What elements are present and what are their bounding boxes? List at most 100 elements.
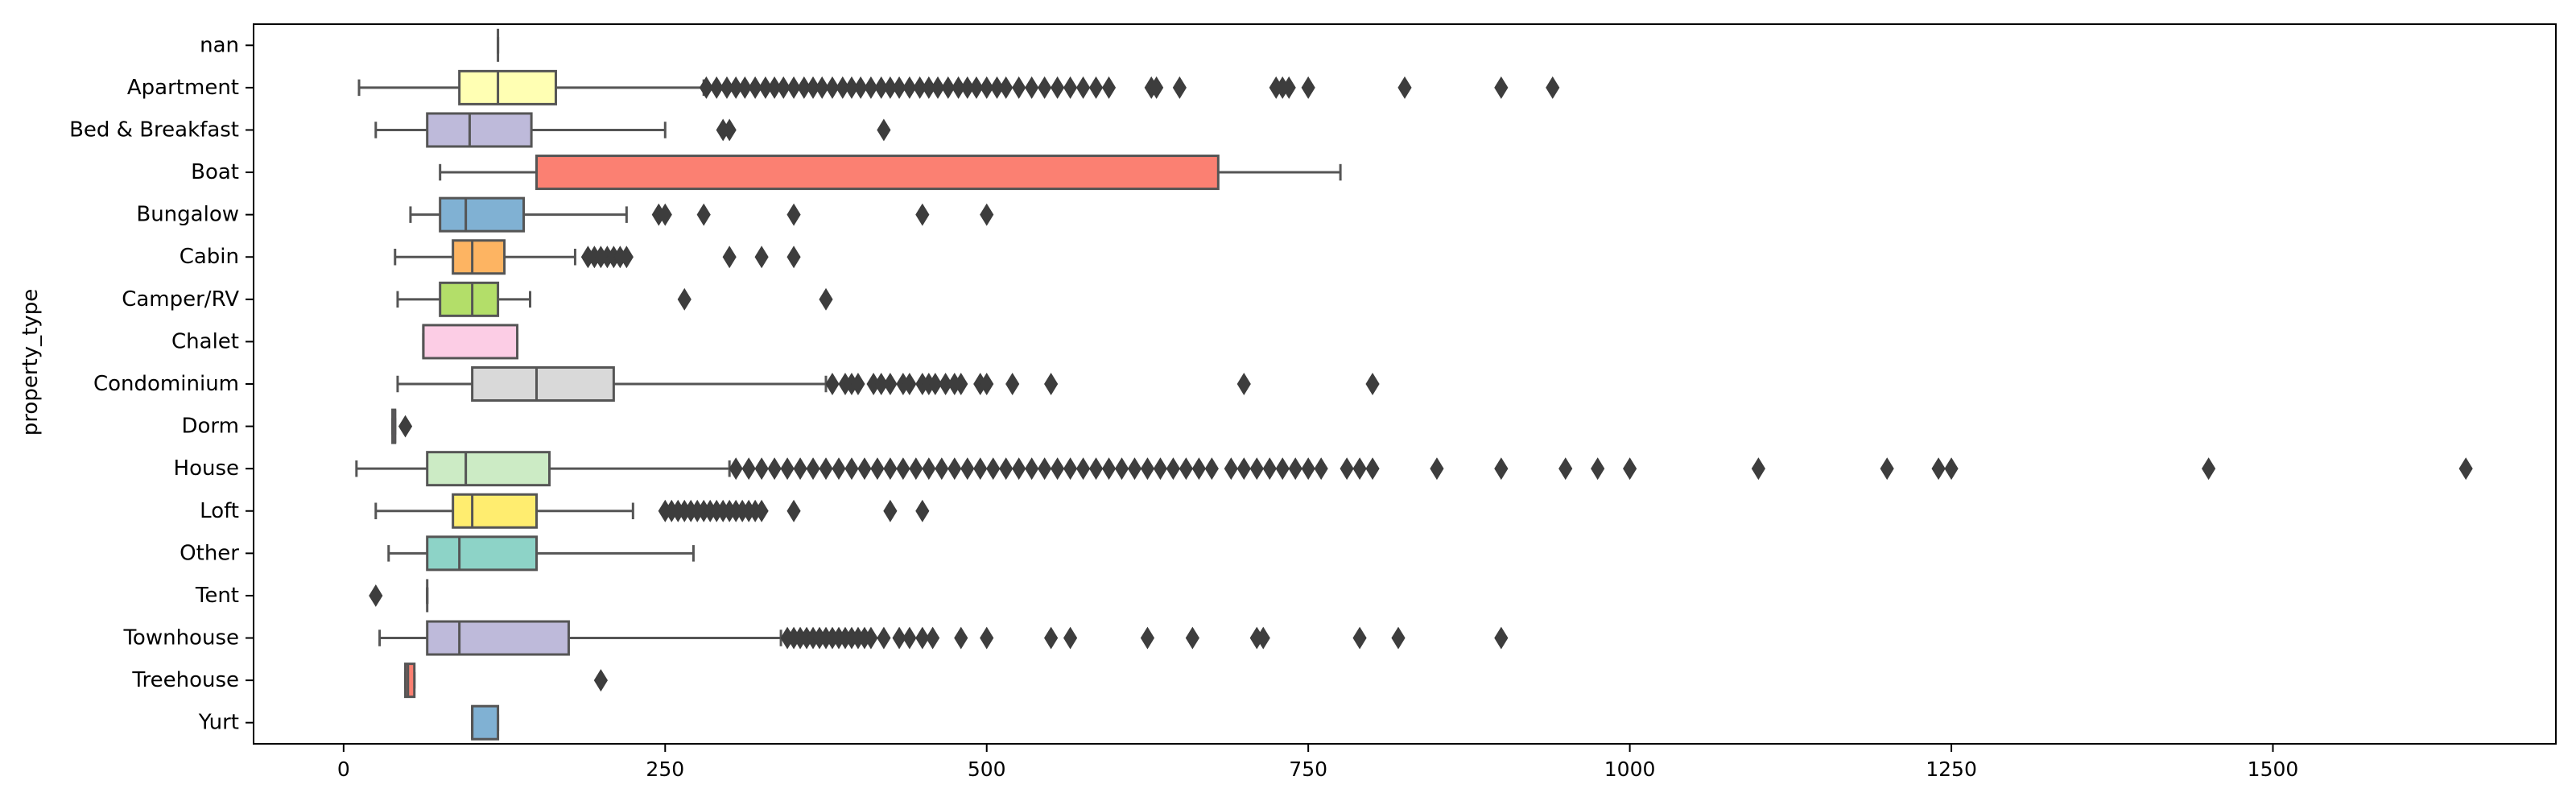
outlier-point (883, 499, 898, 522)
outlier-point (709, 76, 724, 99)
outlier-point (931, 76, 945, 99)
outlier-point (1025, 457, 1039, 481)
outlier-point (748, 76, 762, 99)
box-tent (369, 579, 429, 613)
y-axis: nan Apartment Bed & Breakfast Boat Bungalow C… (69, 33, 254, 735)
y-tick-label: Apartment (127, 76, 239, 100)
box-camper-rv (396, 281, 833, 317)
outlier-point (980, 203, 994, 226)
box-body (426, 620, 570, 656)
plot-frame (253, 23, 2557, 745)
outlier-point (960, 457, 975, 481)
outlier-point (737, 76, 752, 99)
outlier-point (1256, 626, 1270, 650)
outlier-point (1558, 457, 1573, 481)
outlier-point (754, 246, 769, 269)
outlier-point (902, 373, 917, 395)
outlier-point (1249, 457, 1264, 481)
plot-area (355, 28, 2473, 741)
outlier-point (1063, 457, 1078, 481)
outlier-point (1063, 76, 1078, 99)
x-tick-label: 250 (646, 758, 684, 781)
box-body (426, 535, 539, 572)
outlier-point (1365, 373, 1380, 395)
outlier-point (1044, 626, 1059, 650)
outlier-point (896, 457, 910, 481)
y-tick-label: Bed & Breakfast (69, 118, 239, 142)
outlier-point (1191, 457, 1206, 481)
outlier-point (922, 457, 936, 481)
outlier-point (815, 76, 829, 99)
outlier-point (928, 373, 943, 395)
outlier-point (722, 246, 737, 269)
outlier-point (1288, 457, 1302, 481)
box-body (471, 704, 500, 741)
outlier-point (1172, 76, 1187, 99)
outlier-point (722, 118, 737, 142)
outlier-point (1153, 457, 1168, 481)
outlier-point (1101, 457, 1117, 481)
outlier-point (973, 457, 988, 481)
outlier-point (935, 457, 949, 481)
y-tick-label: Chalet (171, 329, 239, 353)
box-body (404, 663, 416, 699)
outlier-point (1275, 457, 1290, 481)
outlier-point (864, 76, 878, 99)
outlier-point (1075, 76, 1091, 99)
outlier-point (741, 457, 756, 481)
outlier-point (786, 76, 801, 99)
outlier-point (1075, 457, 1091, 481)
outlier-point (999, 457, 1013, 481)
outlier-point (832, 457, 846, 481)
box-townhouse (378, 620, 1509, 656)
outlier-point (1391, 626, 1406, 650)
outlier-point (1262, 457, 1277, 481)
y-tick-label: Yurt (198, 711, 239, 735)
outlier-point (1397, 76, 1412, 99)
y-tick-label: Camper/RV (122, 287, 239, 312)
outlier-point (954, 626, 968, 650)
box-yurt (471, 704, 500, 741)
outlier-point (1944, 457, 1959, 481)
outlier-point (1038, 76, 1052, 99)
outlier-point (1623, 457, 1637, 481)
box-body (458, 69, 557, 105)
outlier-point (1430, 457, 1444, 481)
box-dorm (391, 408, 413, 444)
outlier-point (980, 76, 994, 99)
outlier-point (892, 76, 906, 99)
outlier-point (1880, 457, 1894, 481)
y-tick-label: Townhouse (122, 626, 239, 650)
y-axis-label: property_type (19, 289, 43, 436)
outlier-point (1204, 457, 1219, 481)
box-bungalow (409, 196, 994, 233)
outlier-point (786, 246, 801, 269)
outlier-point (1063, 626, 1078, 650)
outlier-point (696, 203, 711, 226)
outlier-point (857, 457, 872, 481)
outlier-point (1150, 76, 1164, 99)
outlier-point (844, 457, 859, 481)
y-tick-label: Condominium (93, 372, 239, 396)
outlier-point (902, 626, 917, 650)
y-tick-label: Tent (195, 584, 239, 608)
outlier-point (883, 373, 898, 395)
outlier-point (1931, 457, 1946, 481)
outlier-point (619, 246, 634, 269)
outlier-point (1088, 76, 1104, 99)
outlier-point (369, 584, 383, 607)
x-tick-label: 0 (337, 758, 350, 781)
outlier-point (986, 457, 1001, 481)
outlier-point (754, 499, 769, 522)
outlier-point (864, 626, 878, 650)
outlier-point (941, 76, 956, 99)
outlier-point (786, 203, 801, 226)
box-body (439, 281, 500, 317)
outlier-point (819, 457, 833, 481)
outlier-point (1282, 76, 1296, 99)
outlier-point (877, 118, 891, 142)
box-apartment (357, 69, 1560, 105)
outlier-point (806, 457, 820, 481)
outlier-point (793, 457, 807, 481)
box-body (452, 239, 506, 275)
